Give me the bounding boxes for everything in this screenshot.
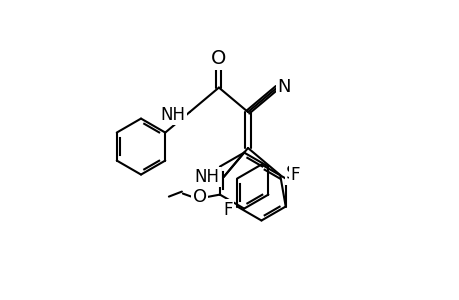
Text: O: O xyxy=(211,49,226,68)
Text: F: F xyxy=(289,166,299,184)
Text: F: F xyxy=(223,200,232,218)
Text: N: N xyxy=(277,78,290,96)
Text: NH: NH xyxy=(194,168,219,186)
Text: NH: NH xyxy=(161,106,185,124)
Text: O: O xyxy=(192,188,207,206)
Text: S: S xyxy=(285,164,298,184)
